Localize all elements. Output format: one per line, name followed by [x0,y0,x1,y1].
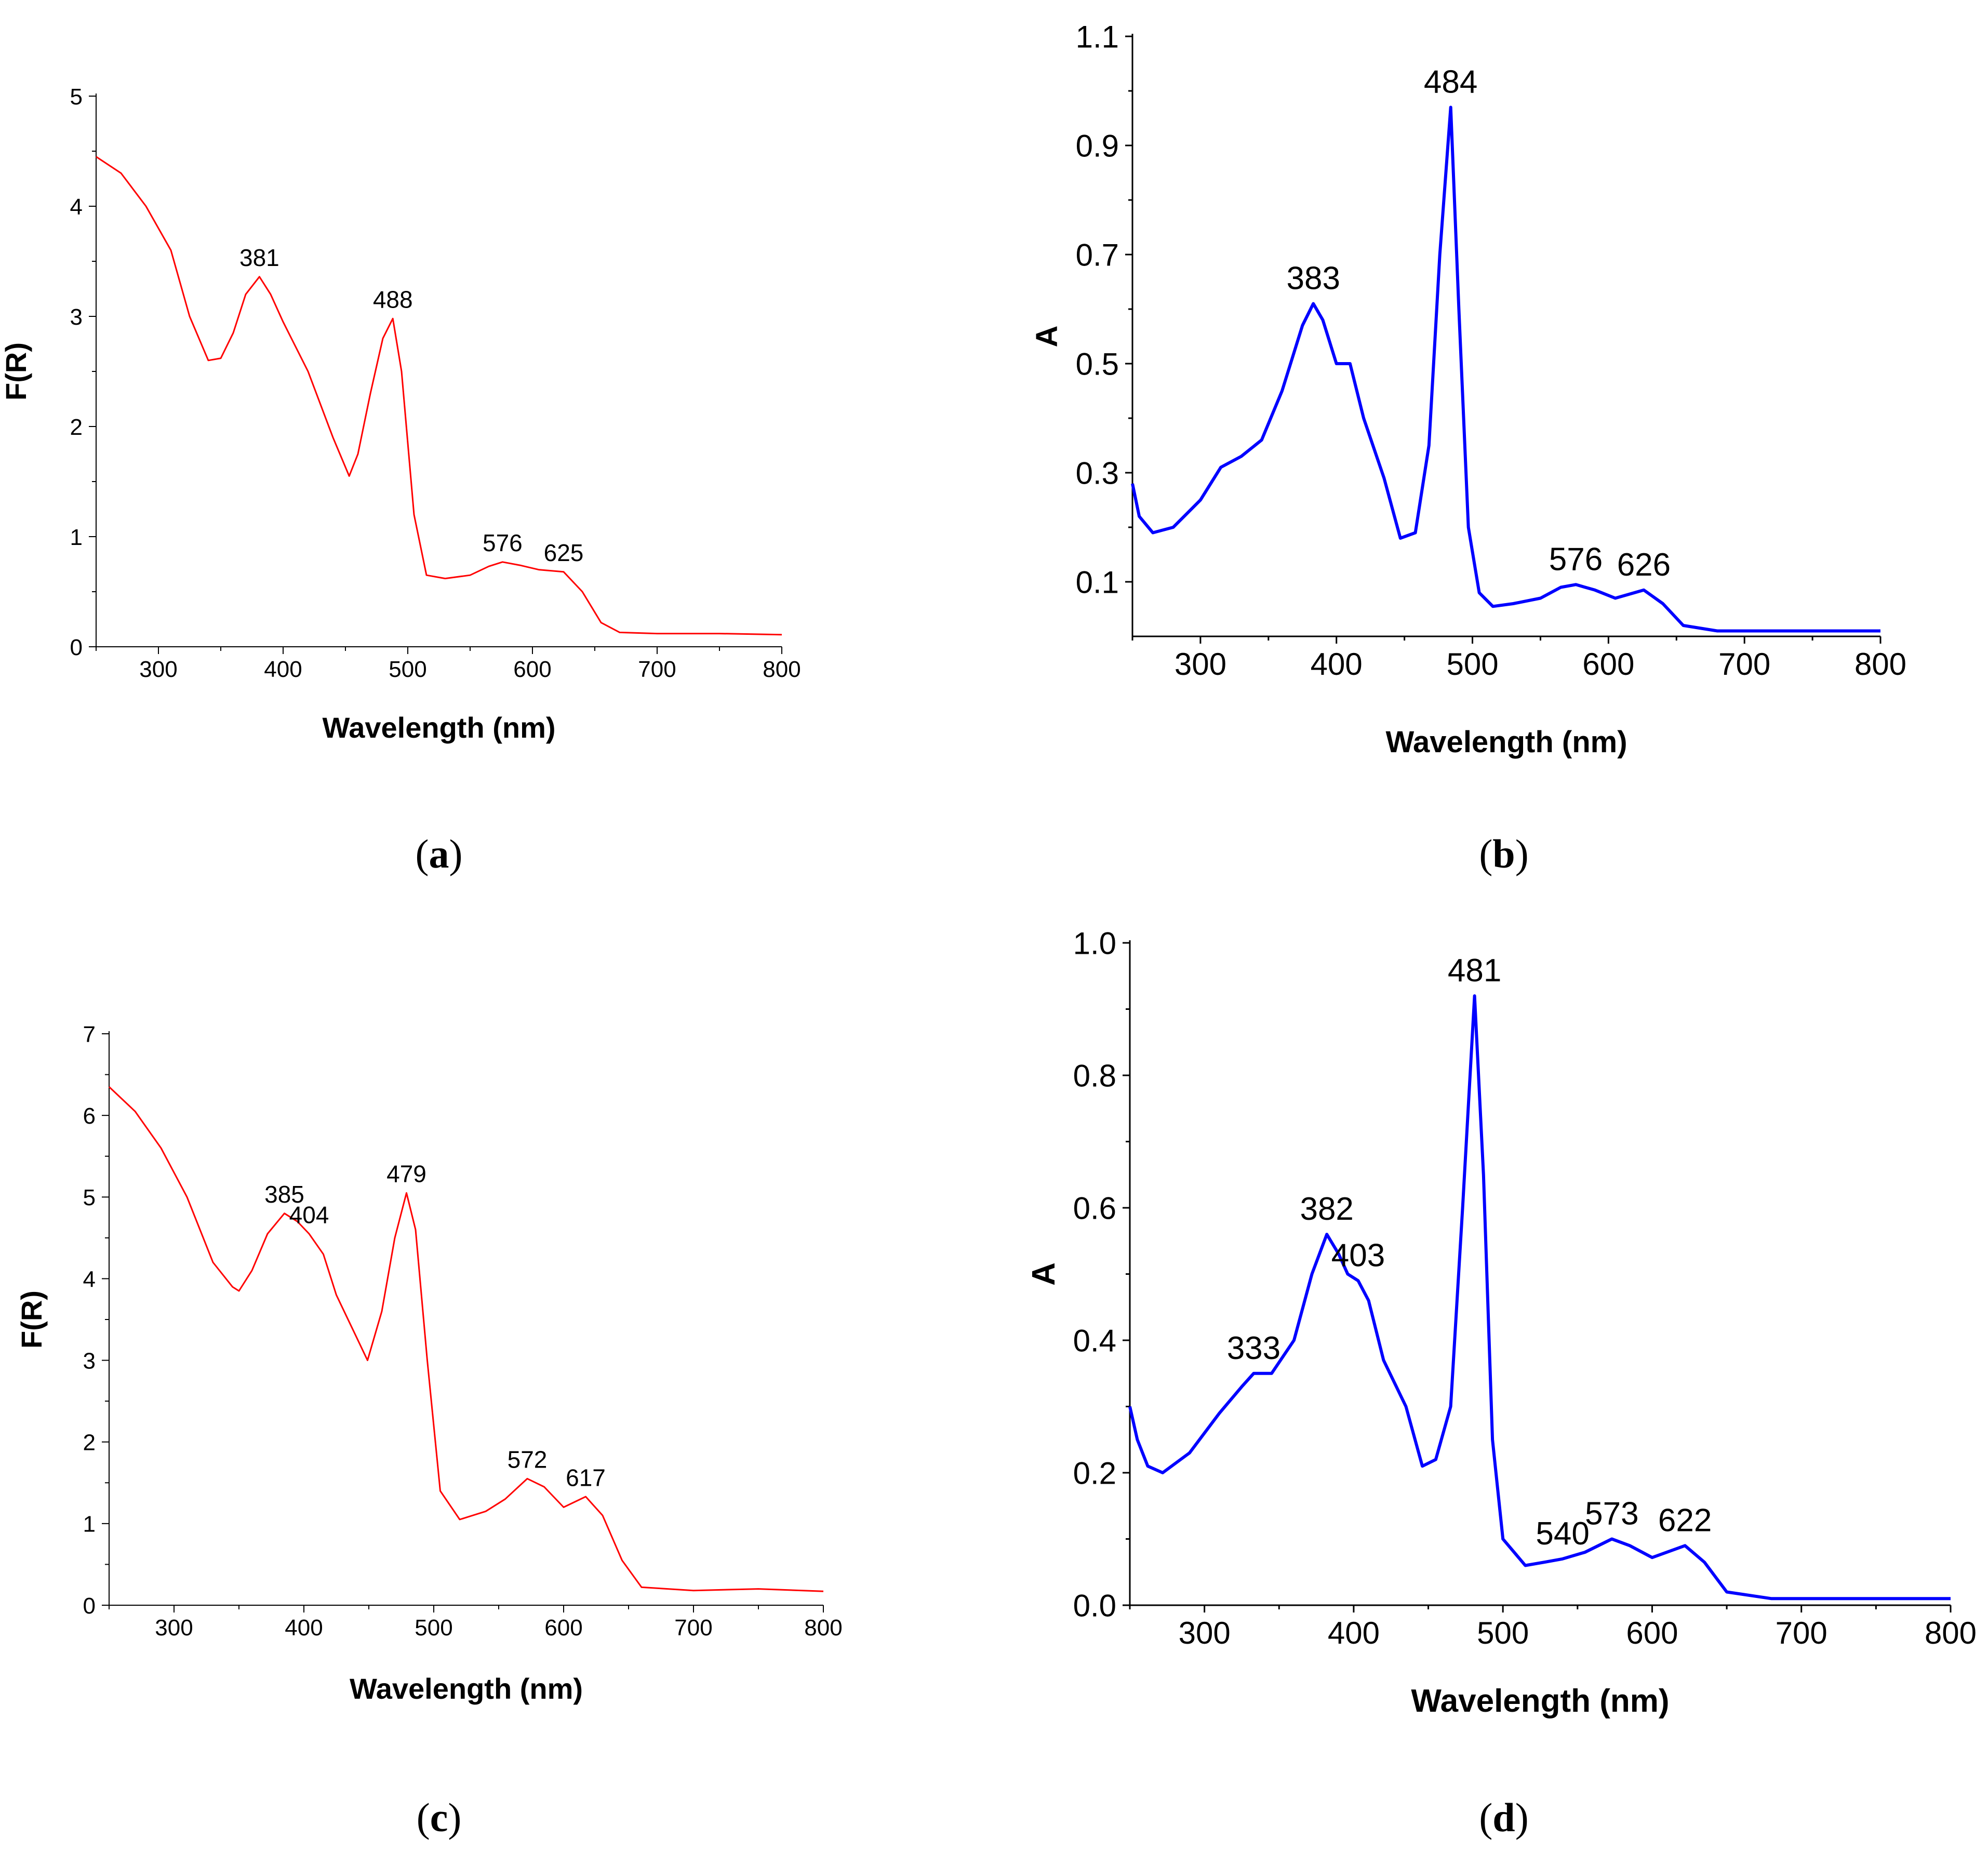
panel-a-y-axis-title: F(R) [0,342,32,401]
panel-b-x-tick-label: 600 [1582,647,1634,682]
panel-c-y-tick-label: 4 [83,1267,96,1292]
panel-c: 300 400 500 600 700 800 0 1 2 3 4 5 6 7 Wavelength (nm… [15,1022,843,1840]
panel-c-y-tick-label: 2 [83,1430,96,1456]
panel-b-x-tick-label: 400 [1311,647,1363,682]
panel-b-y-tick-label: 0.7 [1076,238,1119,273]
panel-c-y-tick-label: 7 [83,1022,96,1047]
panel-a-x-tick-label: 300 [139,657,177,682]
panel-c-x-tick-label: 500 [415,1615,452,1641]
panel-d-x-tick-label: 400 [1328,1616,1380,1650]
panel-b: 300 400 500 600 700 800 0.1 0.3 0.5 0.7 0.9 1.1 Wave… [1030,20,1906,876]
panel-d-y-tick-label: 0.8 [1073,1059,1116,1094]
panel-c-peak-label: 617 [566,1464,606,1491]
panel-c-x-axis-title: Wavelength (nm) [350,1672,583,1705]
panel-c-caption: (c) [417,1795,462,1840]
panel-a: 300 400 500 600 700 800 0 1 2 3 4 5 Wavelength (nm) F… [0,84,801,876]
panel-d-y-tick-label: 0.0 [1073,1589,1116,1623]
panel-d-y-tick-label: 0.2 [1073,1456,1116,1491]
panel-a-y-tick-label: 4 [70,194,83,220]
panel-b-x-axis-title: Wavelength (nm) [1385,725,1627,759]
panel-a-peak-label: 488 [373,286,413,313]
panel-d-x-axis-title: Wavelength (nm) [1411,1683,1669,1719]
panel-b-y-tick-label: 0.5 [1076,347,1119,382]
panel-b-peak-label: 383 [1286,261,1340,297]
panel-d-x-tick-label: 800 [1925,1616,1977,1650]
panel-b-y-tick-label: 0.1 [1076,565,1119,600]
panel-b-peak-label: 626 [1617,547,1671,583]
panel-c-peak-label: 479 [386,1161,426,1188]
panel-b-caption: (b) [1479,831,1528,876]
panel-c-y-tick-label: 3 [83,1348,96,1374]
panel-d-y-tick-label: 0.4 [1073,1324,1116,1358]
panel-a-x-axis-title: Wavelength (nm) [322,711,555,744]
panel-b-series-line [1131,105,1880,633]
panel-c-y-tick-label: 6 [83,1103,96,1129]
panel-b-peak-label: 484 [1424,64,1477,100]
panel-c-x-tick-label: 300 [155,1615,193,1641]
panel-c-peak-label: 404 [289,1201,329,1228]
panel-d-y-tick-label: 1.0 [1073,926,1116,961]
panel-a-x-tick-label: 800 [763,657,800,682]
panel-d: 300 400 500 600 700 800 0.0 0.2 0.4 0.6 0.8 1.0 Wave… [1026,926,1977,1840]
panel-c-x-tick-label: 600 [544,1615,582,1641]
panel-a-y-tick-label: 2 [70,415,83,440]
panel-c-x-tick-label: 800 [804,1615,842,1641]
panel-d-peak-label: 382 [1300,1191,1353,1227]
panel-d-caption: (d) [1479,1795,1528,1840]
panel-a-peak-label: 381 [239,244,279,271]
panel-d-peak-label: 622 [1658,1502,1712,1538]
panel-a-y-tick-label: 1 [70,525,83,550]
panel-d-peak-label: 540 [1536,1516,1589,1552]
panel-b-x-tick-label: 800 [1854,647,1906,682]
panel-a-peak-label: 625 [544,539,584,566]
panel-a-y-tick-label: 0 [70,635,83,660]
panel-a-y-tick-label: 5 [70,84,83,110]
panel-a-caption: (a) [416,831,463,876]
panel-a-series-line [96,156,782,636]
panel-b-y-tick-label: 1.1 [1076,20,1119,55]
panel-b-x-tick-label: 500 [1446,647,1498,682]
panel-a-x-tick-label: 600 [513,657,551,682]
panel-c-x-tick-label: 700 [674,1615,712,1641]
panel-c-peak-label: 572 [508,1446,548,1473]
panel-d-peak-label: 573 [1585,1496,1638,1532]
panel-a-y-tick-label: 3 [70,304,83,330]
panel-d-y-axis-title: A [1026,1262,1062,1286]
panel-d-x-tick-label: 300 [1179,1616,1231,1650]
panel-d-series-line [1128,994,1951,1601]
panel-d-x-tick-label: 700 [1776,1616,1827,1650]
panel-b-y-tick-label: 0.9 [1076,129,1119,164]
panel-b-y-tick-label: 0.3 [1076,456,1119,491]
panel-c-series-line [108,1086,824,1592]
panel-a-peak-label: 576 [483,529,523,556]
panel-d-peak-label: 333 [1227,1330,1280,1366]
panel-b-x-tick-label: 300 [1175,647,1226,682]
panel-d-y-tick-label: 0.6 [1073,1191,1116,1226]
panel-a-x-tick-label: 500 [389,657,426,682]
panel-a-x-tick-label: 400 [264,657,302,682]
panel-c-x-tick-label: 400 [285,1615,323,1641]
panel-d-peak-label: 403 [1331,1237,1385,1273]
panel-b-y-axis-title: A [1030,326,1064,348]
panel-c-y-axis-title: F(R) [15,1290,48,1349]
panel-c-y-tick-label: 0 [83,1593,96,1619]
panel-c-peak-label: 385 [264,1181,304,1208]
panel-d-peak-label: 481 [1448,953,1501,989]
panel-d-x-tick-label: 600 [1626,1616,1678,1650]
panel-b-peak-label: 576 [1549,541,1603,577]
panel-d-x-tick-label: 500 [1477,1616,1529,1650]
panel-a-x-tick-label: 700 [638,657,676,682]
panel-c-y-tick-label: 5 [83,1185,96,1210]
panel-c-y-tick-label: 1 [83,1512,96,1537]
panel-b-x-tick-label: 700 [1718,647,1770,682]
